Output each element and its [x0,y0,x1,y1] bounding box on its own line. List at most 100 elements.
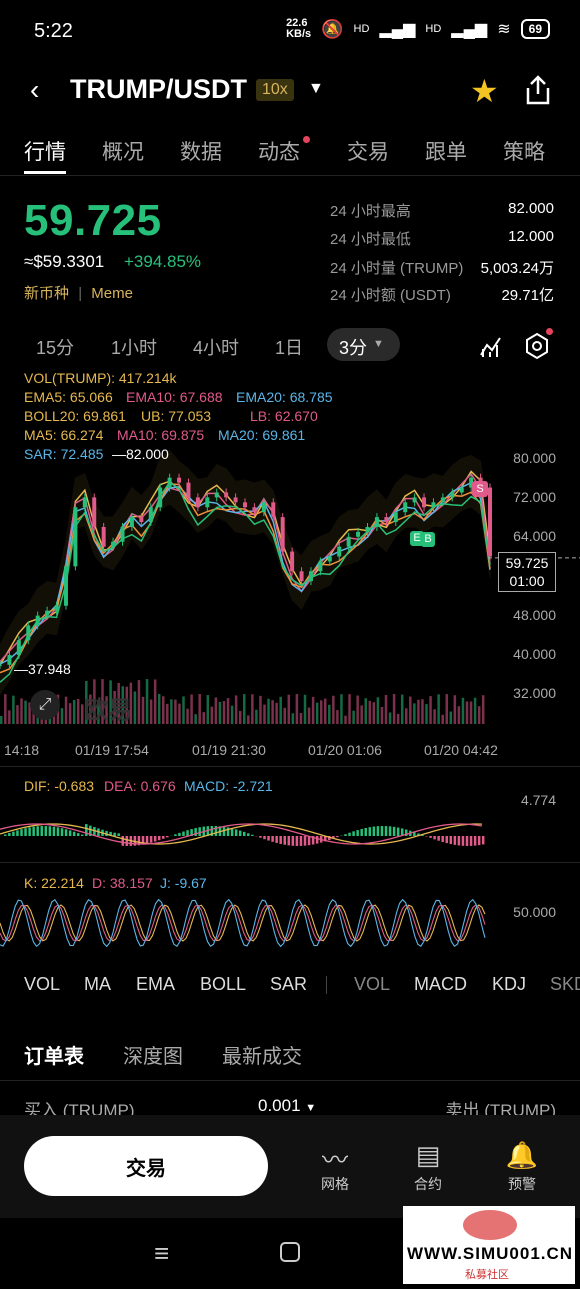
favorite-star-icon[interactable]: ★ [470,73,499,109]
tab-copy[interactable]: 跟单 [425,141,467,164]
book-tab-depth[interactable]: 深度图 [123,1046,183,1068]
timeframe-caret-icon[interactable]: ▼ [373,338,384,350]
macd-bar [166,836,169,838]
k-legend: K: 22.214 [24,875,84,891]
volume-bar [60,708,64,724]
book-tab-trades[interactable]: 最新成交 [222,1046,302,1068]
volume-bar [198,694,201,724]
ind-tab-vol[interactable]: VOL [24,974,61,994]
back-icon[interactable]: ‹ [30,74,40,105]
settings-icon[interactable] [524,332,550,360]
ind-tab-sar[interactable]: SAR [270,974,308,994]
candle [82,497,87,508]
tag-meme[interactable]: Meme [91,285,133,302]
timeframe-15m[interactable]: 15分 [36,338,75,358]
stat-low-value: 12.000 [508,228,554,245]
ind-tab-skd[interactable]: SKD [550,974,580,994]
volume-bar [153,679,157,724]
alert-button[interactable]: 🔔 预警 [492,1140,552,1194]
ind-tab-ma[interactable]: MA [84,974,111,994]
volume-bar [72,699,76,724]
tab-market[interactable]: 行情 [24,141,66,164]
vol-legend: VOL(TRUMP): 417.214k [24,370,177,386]
volume-bar [145,679,149,724]
candle [101,526,106,547]
candle [54,605,59,611]
divider [0,1080,580,1081]
tab-trade[interactable]: 交易 [347,141,389,164]
macd-bar [271,836,274,842]
volume-bar [81,704,84,724]
volume-bar [20,698,23,724]
timeframe-4h[interactable]: 4小时 [193,338,240,358]
macd-bar [117,833,120,836]
tags: 新币种 | Meme [24,282,133,303]
macd-bar [145,836,149,844]
macd-bar [291,836,295,846]
candlestick-chart[interactable] [0,446,580,736]
ema10-legend: EMA10: 67.688 [126,389,223,405]
volume-bar [162,696,165,724]
volume-bar [76,698,80,724]
macd-bar [461,836,465,846]
volume-bar [457,706,461,724]
tab-news[interactable]: 动态 [258,141,300,164]
status-bar: 5:22 22.6 KB/s 🔕 HD ▂▄▆ HD ▂▄▆ ≋ 69 [0,0,580,64]
pair-title[interactable]: TRUMP/USDT [70,74,247,104]
macd-line [0,823,483,845]
volume-bar [157,693,161,724]
fiat-price: ≈$59.3301 [24,252,105,271]
candle [337,546,342,557]
tag-new[interactable]: 新币种 [24,285,70,302]
candle [214,492,219,498]
macd-bar [299,836,303,846]
volume-bar [243,694,246,724]
kdj-line [0,904,486,942]
macd-chart[interactable] [0,800,580,860]
fullscreen-icon[interactable]: ⤢ [30,690,60,720]
grid-button[interactable]: 〰网格 [305,1140,365,1194]
ind-tab-ema[interactable]: EMA [136,974,176,994]
volume-bar [311,696,315,724]
menu-icon[interactable]: ≡ [154,1238,170,1268]
macd-bar [194,828,197,836]
current-price-label: 59.725 [505,555,549,571]
tab-strategy[interactable]: 策略 [503,141,545,164]
pair-dropdown-icon[interactable]: ▼ [308,80,324,97]
battery-icon: 69 [520,19,550,39]
ind-tab-vol-sub[interactable]: VOL [354,974,391,994]
ind-tab-macd[interactable]: MACD [414,974,467,994]
depth-step-select[interactable]: 0.001 ▼ [258,1096,316,1116]
candle [26,625,31,641]
home-icon[interactable] [280,1242,300,1262]
timeframe-1h[interactable]: 1小时 [111,338,158,358]
ind-tab-kdj[interactable]: KDJ [492,974,527,994]
volume-bar [109,680,112,724]
tab-data[interactable]: 数据 [180,141,222,164]
share-icon[interactable] [524,74,552,106]
divider [326,976,327,994]
x-tick: 01/19 21:30 [192,742,266,758]
macd-bar [44,826,48,836]
book-tab-orders[interactable]: 订单表 [24,1046,84,1068]
macd-bar [76,833,80,836]
macd-bar [113,832,116,836]
signal-icon: ▂▄▆ [379,21,416,38]
timeframe-1d[interactable]: 1日 [275,338,304,358]
macd-bar [210,826,214,836]
candle [224,492,229,498]
low-marker: —37.948 [14,661,71,677]
candle [252,507,257,513]
contract-button[interactable]: ▤ 合约 [398,1140,458,1194]
volume-bar [137,680,141,724]
trade-button[interactable]: 交易 [24,1136,268,1196]
ind-tab-boll[interactable]: BOLL [200,974,247,994]
timeframe-3m[interactable]: 3分 [339,338,368,358]
chart-style-icon[interactable] [478,333,504,359]
main-tabs: 行情 概况 数据 动态 交易 跟单 策略 [0,124,580,176]
macd-bar [469,836,473,846]
kdj-chart[interactable] [0,895,580,955]
candle [450,492,455,498]
volume-bar [210,706,214,724]
tab-overview[interactable]: 概况 [102,141,144,164]
